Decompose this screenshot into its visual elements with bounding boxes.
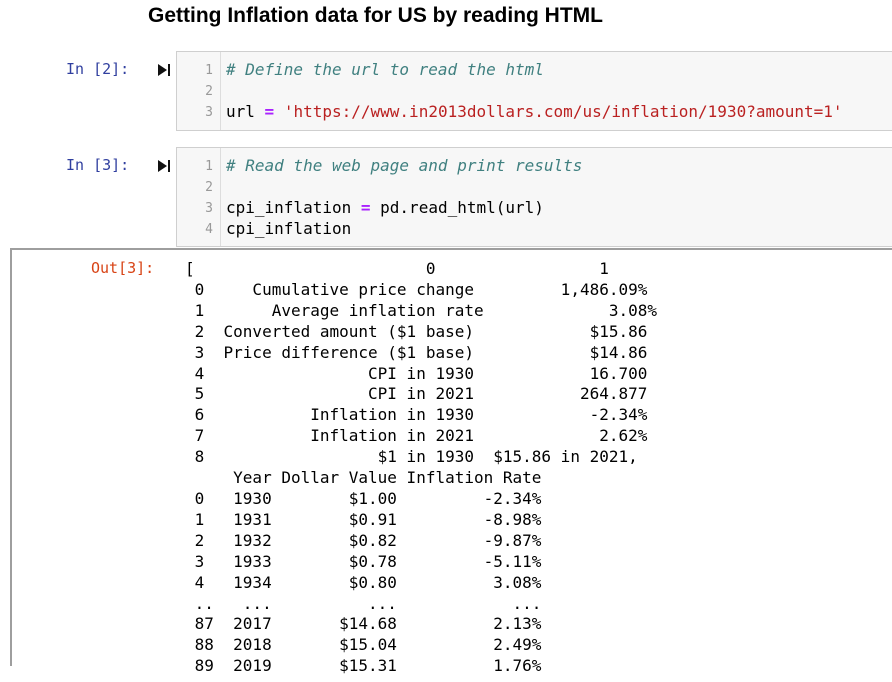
code-line[interactable]: cpi_inflation: [226, 218, 351, 239]
output-line: 88 2018 $15.04 2.49%: [185, 635, 542, 655]
line-number: 2: [205, 180, 213, 195]
code-variable: cpi_inflation: [226, 219, 352, 238]
output-line: 5 CPI in 2021 264.877: [185, 384, 648, 404]
output-line: 6 Inflation in 1930 -2.34%: [185, 405, 648, 425]
output-prompt: Out[3]:: [91, 259, 155, 277]
output-line: 4 CPI in 1930 16.700: [185, 363, 648, 383]
line-number-gutter: [177, 148, 221, 246]
code-operator: =: [264, 102, 275, 121]
output-line: 89 2019 $15.31 1.76%: [185, 656, 542, 676]
output-line: 0 1930 $1.00 -2.34%: [185, 488, 542, 508]
code-comment: # Read the web page and print results: [226, 156, 583, 175]
output-line: Year Dollar Value Inflation Rate: [185, 468, 542, 488]
notebook-heading: Getting Inflation data for US by reading…: [148, 4, 603, 27]
output-line: 2 Converted amount ($1 base) $15.86: [185, 321, 648, 341]
line-number: 2: [205, 84, 213, 99]
code-variable: url: [226, 102, 255, 121]
run-cell-icon[interactable]: [157, 63, 171, 77]
output-line: 7 Inflation in 2021 2.62%: [185, 426, 648, 446]
code-cell-2[interactable]: 1 2 3 # Define the url to read the html …: [176, 51, 892, 131]
output-line: 87 2017 $14.68 2.13%: [185, 614, 542, 634]
code-line[interactable]: # Read the web page and print results: [226, 155, 582, 176]
code-call: pd.read_html(url): [380, 198, 544, 217]
line-number: 1: [205, 63, 213, 78]
output-area[interactable]: [10, 248, 892, 666]
output-line: 0 Cumulative price change 1,486.09%: [185, 279, 648, 299]
run-cell-icon[interactable]: [157, 159, 171, 173]
code-string: 'https://www.in2013dollars.com/us/inflat…: [283, 102, 843, 121]
output-line: .. ... ... ...: [185, 593, 542, 613]
output-line: [ 0 1: [185, 259, 609, 278]
output-line: 4 1934 $0.80 3.08%: [185, 572, 542, 592]
code-cell-3[interactable]: 1 2 3 4 # Read the web page and print re…: [176, 147, 892, 247]
cell-3-prompt: In [3]:: [66, 156, 130, 174]
line-number: 1: [205, 159, 213, 174]
code-operator: =: [360, 198, 371, 217]
output-line: 8 $1 in 1930 $15.86 in 2021,: [185, 447, 638, 467]
line-number: 4: [205, 222, 213, 237]
code-line[interactable]: cpi_inflation = pd.read_html(url): [226, 197, 544, 218]
output-line: 3 Price difference ($1 base) $14.86: [185, 342, 648, 362]
code-comment: # Define the url to read the html: [226, 60, 544, 79]
line-number: 3: [205, 201, 213, 216]
code-variable: cpi_inflation: [226, 198, 352, 217]
line-number-gutter: [177, 52, 221, 130]
code-line[interactable]: # Define the url to read the html: [226, 59, 544, 80]
cell-2-prompt: In [2]:: [66, 60, 130, 78]
output-line: 2 1932 $0.82 -9.87%: [185, 530, 542, 550]
output-line: 1 1931 $0.91 -8.98%: [185, 509, 542, 529]
output-line: 3 1933 $0.78 -5.11%: [185, 551, 542, 571]
line-number: 3: [205, 105, 213, 120]
output-line: 1 Average inflation rate 3.08%: [185, 300, 658, 320]
output-text[interactable]: [ 0 1 0 Cumulative price change 1,486.09…: [185, 259, 657, 677]
code-line[interactable]: url = 'https://www.in2013dollars.com/us/…: [226, 101, 843, 122]
